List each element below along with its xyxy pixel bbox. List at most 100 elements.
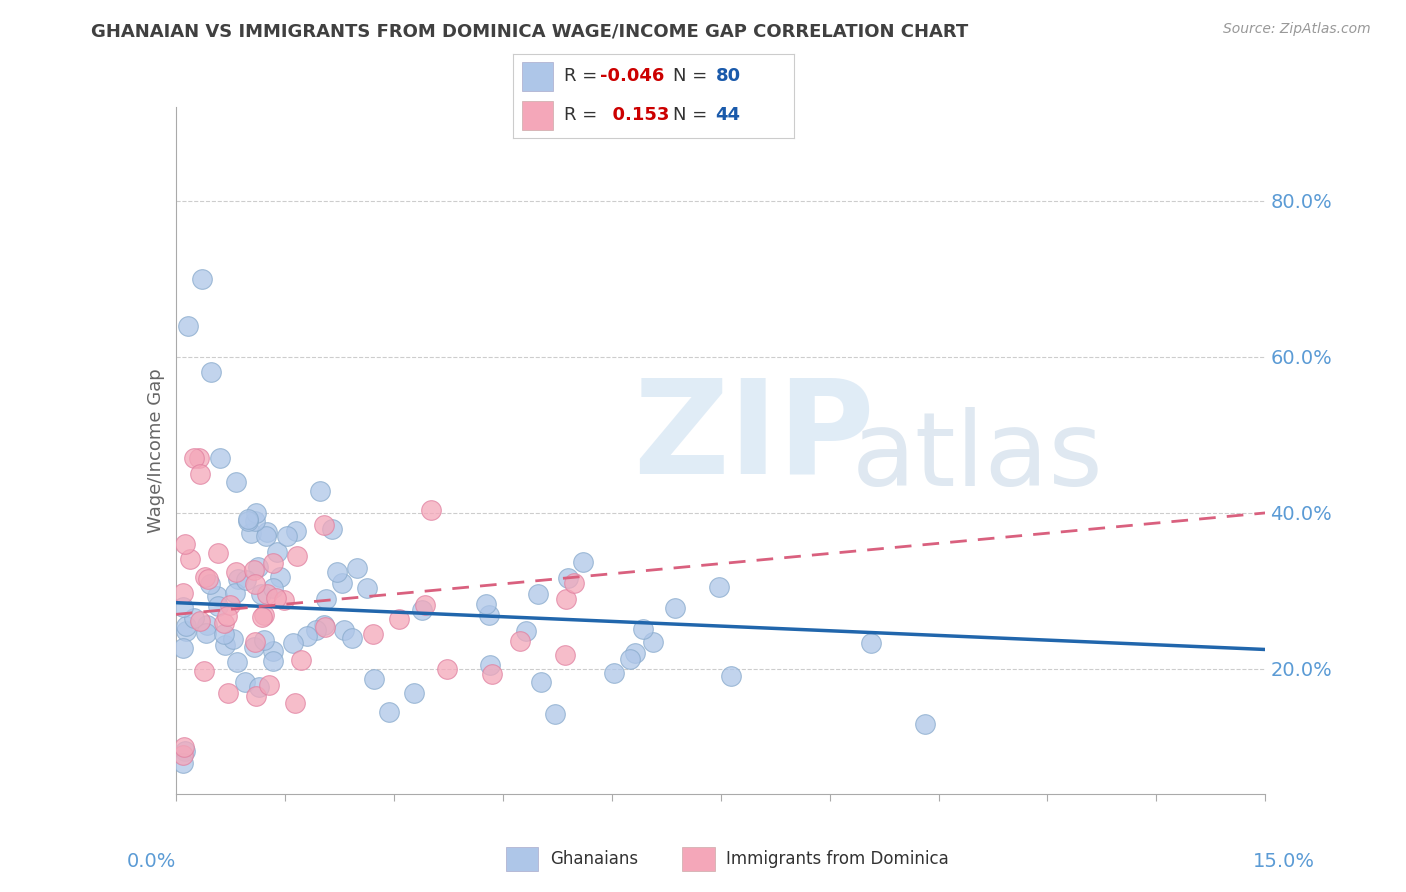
Point [243, 514, 266, 528]
Point [190, 614, 212, 628]
Y-axis label: Wage/Income Gap: Wage/Income Gap [146, 368, 165, 533]
Point [256, 587, 278, 601]
Point [481, 667, 503, 681]
Point [474, 598, 496, 612]
Point [253, 607, 276, 622]
Point [333, 623, 356, 637]
Point [179, 552, 201, 566]
Point [256, 525, 278, 540]
Point [411, 602, 433, 616]
Point [273, 592, 295, 607]
Point [214, 639, 236, 653]
Point [198, 577, 221, 591]
Point [315, 591, 337, 606]
Point [218, 598, 240, 612]
Point [479, 657, 502, 672]
Point [207, 599, 229, 613]
Point [419, 503, 441, 517]
Point [183, 451, 205, 466]
Point [252, 610, 274, 624]
Point [172, 585, 194, 599]
Point [530, 675, 553, 690]
Point [247, 681, 270, 695]
Point [554, 648, 576, 663]
Text: 0.153: 0.153 [600, 106, 669, 124]
Point [544, 707, 567, 722]
Point [191, 271, 214, 285]
Point [266, 591, 288, 606]
Text: Immigrants from Dominica: Immigrants from Dominica [727, 850, 949, 868]
Point [285, 549, 308, 563]
Point [309, 483, 332, 498]
Point [356, 581, 378, 595]
Bar [506, 847, 538, 871]
Point [266, 545, 288, 559]
Point [361, 627, 384, 641]
Text: R =: R = [564, 68, 603, 86]
Point [326, 565, 349, 579]
Point [228, 572, 250, 586]
Point [235, 674, 257, 689]
Text: Ghanaians: Ghanaians [550, 850, 638, 868]
Point [515, 624, 537, 638]
Point [215, 608, 238, 623]
Point [859, 636, 882, 650]
Point [290, 653, 312, 667]
Point [269, 570, 291, 584]
Point [200, 366, 222, 380]
Point [363, 672, 385, 686]
Text: GHANAIAN VS IMMIGRANTS FROM DOMINICA WAGE/INCOME GAP CORRELATION CHART: GHANAIAN VS IMMIGRANTS FROM DOMINICA WAG… [91, 22, 969, 40]
Point [249, 587, 271, 601]
Point [631, 622, 654, 636]
Point [284, 696, 307, 710]
Text: R =: R = [564, 106, 603, 124]
Point [238, 512, 260, 526]
Point [243, 634, 266, 648]
Text: N =: N = [673, 106, 713, 124]
Point [707, 580, 730, 594]
Point [173, 740, 195, 755]
Point [342, 631, 364, 645]
Point [619, 652, 641, 666]
Text: 80: 80 [716, 68, 741, 86]
Point [172, 600, 194, 615]
Point [207, 546, 229, 560]
Point [914, 716, 936, 731]
Text: Source: ZipAtlas.com: Source: ZipAtlas.com [1223, 22, 1371, 37]
Point [276, 529, 298, 543]
Point [562, 576, 585, 591]
Point [377, 705, 399, 719]
Point [205, 589, 228, 603]
Point [509, 634, 531, 648]
Point [314, 618, 336, 632]
Point [346, 560, 368, 574]
Point [183, 611, 205, 625]
Text: 15.0%: 15.0% [1253, 852, 1315, 871]
Point [305, 623, 328, 637]
Text: -0.046: -0.046 [600, 68, 665, 86]
Point [257, 678, 280, 692]
Point [555, 591, 578, 606]
Point [247, 560, 270, 574]
Point [240, 525, 263, 540]
Point [297, 629, 319, 643]
Point [195, 618, 218, 632]
Point [193, 664, 215, 678]
Point [173, 744, 195, 758]
Point [415, 599, 437, 613]
Point [603, 666, 626, 681]
Point [664, 601, 686, 615]
Point [236, 514, 259, 528]
Point [245, 506, 267, 520]
Point [526, 587, 548, 601]
Point [623, 646, 645, 660]
Text: N =: N = [673, 68, 713, 86]
Point [262, 581, 284, 595]
Point [209, 451, 232, 466]
Point [172, 756, 194, 770]
Text: 44: 44 [716, 106, 741, 124]
Point [225, 566, 247, 580]
Text: ZIP: ZIP [633, 373, 875, 500]
Point [194, 570, 217, 584]
Point [262, 556, 284, 570]
